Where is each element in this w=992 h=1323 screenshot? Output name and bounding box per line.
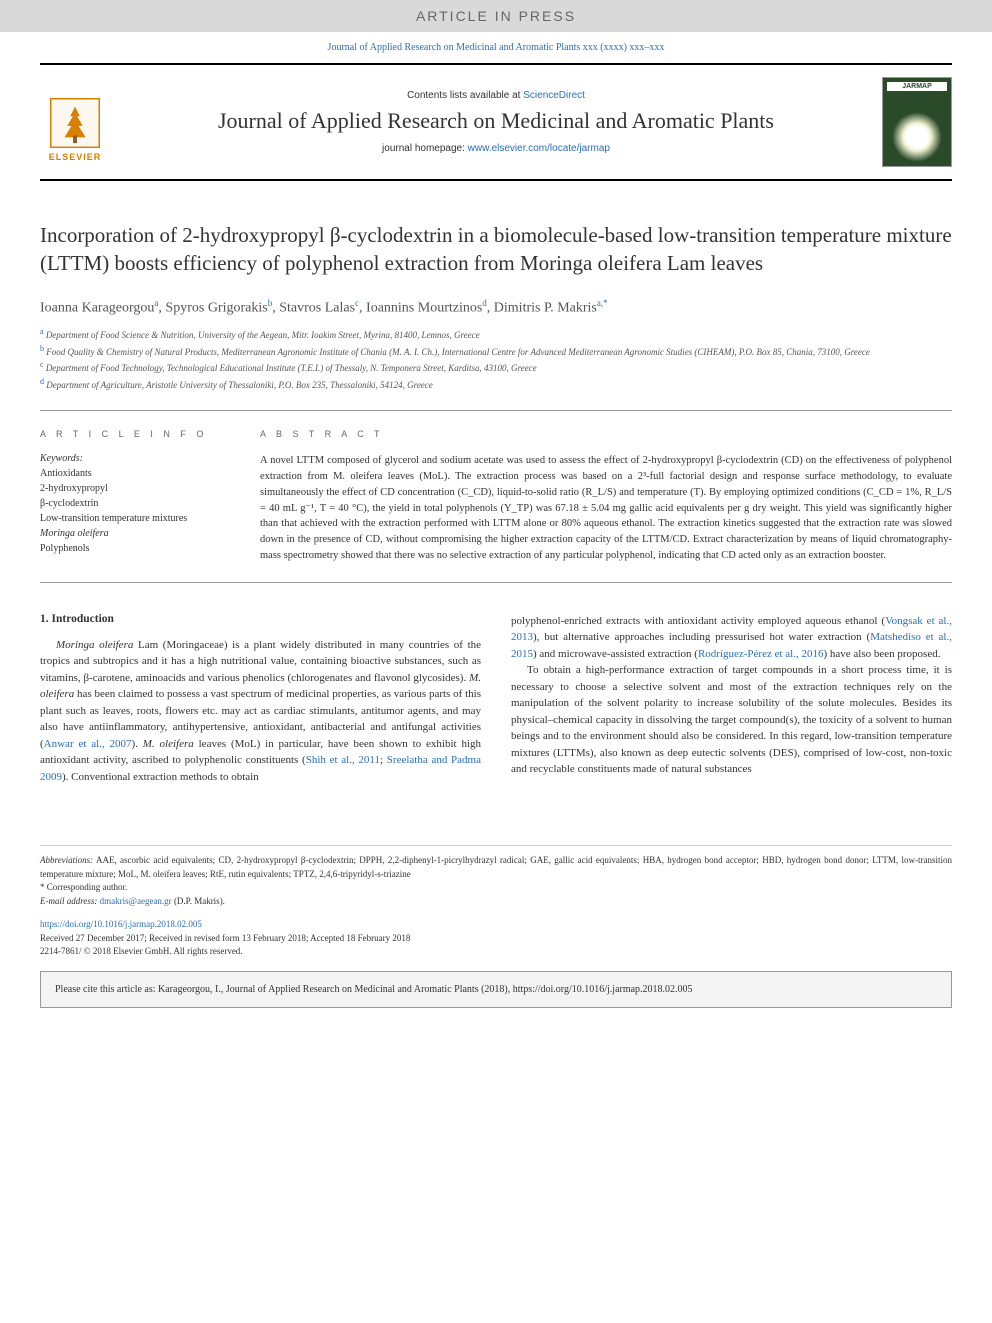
keyword: Low-transition temperature mixtures — [40, 511, 240, 526]
homepage-prefix: journal homepage: — [382, 143, 468, 154]
section-heading-intro: 1. Introduction — [40, 613, 481, 625]
elsevier-text: ELSEVIER — [49, 152, 102, 162]
affil-text-d: Department of Agriculture, Aristotle Uni… — [46, 380, 433, 390]
affiliation-c: c Department of Food Technology, Technol… — [40, 359, 952, 376]
abstract-text: A novel LTTM composed of glycerol and so… — [260, 453, 952, 563]
email-link[interactable]: dmakris@aegean.gr — [100, 896, 172, 906]
footer-block: Abbreviations: AAE, ascorbic acid equiva… — [40, 845, 952, 959]
affil-text-a: Department of Food Science & Nutrition, … — [46, 330, 480, 340]
body-paragraph: polyphenol-enriched extracts with antiox… — [511, 613, 952, 663]
received-dates: Received 27 December 2017; Received in r… — [40, 932, 952, 946]
journal-homepage-line: journal homepage: www.elsevier.com/locat… — [130, 143, 862, 154]
journal-header: ELSEVIER Contents lists available at Sci… — [40, 63, 952, 181]
affiliations: a Department of Food Science & Nutrition… — [40, 326, 952, 392]
article-in-press-banner: ARTICLE IN PRESS — [0, 0, 992, 32]
sciencedirect-link[interactable]: ScienceDirect — [523, 90, 585, 101]
keyword: Antioxidants — [40, 466, 240, 481]
article-info-label: A R T I C L E I N F O — [40, 429, 240, 439]
corresponding-author: * Corresponding author. — [40, 881, 952, 895]
top-citation-line: Journal of Applied Research on Medicinal… — [0, 32, 992, 63]
keyword: Polyphenols — [40, 541, 240, 556]
email-label: E-mail address: — [40, 896, 100, 906]
header-center: Contents lists available at ScienceDirec… — [130, 90, 862, 155]
keyword: Moringa oleifera — [40, 526, 240, 541]
cover-flower-icon — [892, 112, 942, 162]
elsevier-tree-icon — [50, 98, 100, 148]
keyword: 2-hydroxypropyl — [40, 481, 240, 496]
affiliation-b: b Food Quality & Chemistry of Natural Pr… — [40, 343, 952, 360]
authors-list: Ioanna Karageorgoua, Spyros Grigorakisb,… — [40, 298, 952, 317]
affiliation-a: a Department of Food Science & Nutrition… — [40, 326, 952, 343]
abbreviations-line: Abbreviations: AAE, ascorbic acid equiva… — [40, 854, 952, 881]
keywords-label: Keywords: — [40, 453, 240, 464]
affil-text-b: Food Quality & Chemistry of Natural Prod… — [46, 347, 870, 357]
doi-link[interactable]: https://doi.org/10.1016/j.jarmap.2018.02… — [40, 918, 952, 932]
abbrev-text: AAE, ascorbic acid equivalents; CD, 2-hy… — [40, 855, 952, 879]
elsevier-logo: ELSEVIER — [40, 82, 110, 162]
info-abstract-row: A R T I C L E I N F O Keywords: Antioxid… — [40, 429, 952, 563]
affil-sup-d: d — [40, 377, 44, 386]
abbrev-label: Abbreviations: — [40, 855, 93, 865]
affiliation-d: d Department of Agriculture, Aristotle U… — [40, 376, 952, 393]
affil-sup-a: a — [40, 327, 44, 336]
affil-sup-b: b — [40, 344, 44, 353]
email-suffix: (D.P. Makris). — [172, 896, 225, 906]
body-paragraph: Moringa oleifera Lam (Moringaceae) is a … — [40, 637, 481, 786]
homepage-link[interactable]: www.elsevier.com/locate/jarmap — [468, 143, 610, 154]
keyword-italic: Moringa oleifera — [40, 528, 109, 539]
article-info-column: A R T I C L E I N F O Keywords: Antioxid… — [40, 429, 260, 563]
please-cite-box: Please cite this article as: Karageorgou… — [40, 971, 952, 1008]
article-title: Incorporation of 2-hydroxypropyl β-cyclo… — [40, 221, 952, 278]
email-line: E-mail address: dmakris@aegean.gr (D.P. … — [40, 895, 952, 909]
body-paragraph: To obtain a high-performance extraction … — [511, 662, 952, 778]
divider-top — [40, 410, 952, 411]
journal-title: Journal of Applied Research on Medicinal… — [130, 107, 862, 136]
cover-label: JARMAP — [887, 82, 947, 91]
journal-cover-thumbnail: JARMAP — [882, 77, 952, 167]
abstract-label: A B S T R A C T — [260, 429, 952, 439]
keyword: β-cyclodextrin — [40, 496, 240, 511]
abstract-column: A B S T R A C T A novel LTTM composed of… — [260, 429, 952, 563]
affil-sup-c: c — [40, 360, 44, 369]
body-two-column: 1. Introduction Moringa oleifera Lam (Mo… — [40, 613, 952, 786]
contents-available-line: Contents lists available at ScienceDirec… — [130, 90, 862, 101]
divider-bottom — [40, 582, 952, 583]
contents-prefix: Contents lists available at — [407, 90, 523, 101]
issn-copyright: 2214-7861/ © 2018 Elsevier GmbH. All rig… — [40, 945, 952, 959]
affil-text-c: Department of Food Technology, Technolog… — [46, 363, 537, 373]
